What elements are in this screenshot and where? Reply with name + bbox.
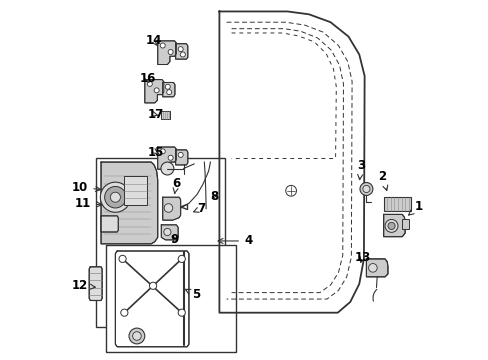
Polygon shape <box>366 259 387 277</box>
Circle shape <box>163 228 171 235</box>
Circle shape <box>178 255 185 262</box>
Text: 13: 13 <box>354 251 370 264</box>
Circle shape <box>168 49 173 54</box>
Bar <box>123 176 147 205</box>
Circle shape <box>129 328 144 344</box>
Text: 4: 4 <box>218 234 252 247</box>
Circle shape <box>100 182 130 212</box>
Polygon shape <box>144 80 163 103</box>
Text: 6: 6 <box>172 177 180 193</box>
Circle shape <box>160 149 165 154</box>
Circle shape <box>104 186 126 208</box>
Text: 8: 8 <box>209 190 218 203</box>
Polygon shape <box>115 251 188 347</box>
Polygon shape <box>383 215 405 237</box>
Circle shape <box>362 185 369 193</box>
Circle shape <box>178 46 183 51</box>
Text: 11: 11 <box>75 197 102 210</box>
Bar <box>96 158 224 327</box>
Polygon shape <box>163 197 180 220</box>
Text: 12: 12 <box>72 279 95 292</box>
Circle shape <box>164 204 172 212</box>
Bar <box>383 197 410 211</box>
Polygon shape <box>163 82 175 97</box>
Text: 2: 2 <box>378 170 387 190</box>
Circle shape <box>147 81 152 86</box>
Polygon shape <box>158 41 176 64</box>
Text: 3: 3 <box>356 159 365 180</box>
Circle shape <box>160 43 165 48</box>
Polygon shape <box>101 162 158 244</box>
Circle shape <box>180 52 185 57</box>
Text: 17: 17 <box>147 108 163 121</box>
Circle shape <box>154 88 159 93</box>
Bar <box>106 244 235 352</box>
Text: 9: 9 <box>170 233 178 246</box>
Circle shape <box>387 222 394 229</box>
Circle shape <box>110 192 120 202</box>
Polygon shape <box>175 44 187 59</box>
Polygon shape <box>175 150 187 165</box>
Bar <box>161 111 170 119</box>
Circle shape <box>168 155 173 160</box>
Text: 15: 15 <box>147 145 163 158</box>
Bar <box>402 219 408 229</box>
Circle shape <box>132 332 141 340</box>
Polygon shape <box>101 216 118 232</box>
Circle shape <box>166 90 171 95</box>
Circle shape <box>368 264 376 272</box>
Circle shape <box>359 183 372 195</box>
Circle shape <box>165 84 170 89</box>
Text: 16: 16 <box>139 72 156 85</box>
Circle shape <box>119 255 126 262</box>
Polygon shape <box>161 225 178 240</box>
Circle shape <box>384 220 397 232</box>
Circle shape <box>178 152 183 157</box>
Circle shape <box>161 162 174 175</box>
Polygon shape <box>89 267 102 301</box>
Text: 1: 1 <box>408 201 422 215</box>
Polygon shape <box>158 147 176 169</box>
Text: 14: 14 <box>145 33 162 47</box>
Circle shape <box>121 309 128 316</box>
Text: 10: 10 <box>72 181 101 194</box>
Text: 7: 7 <box>193 202 205 215</box>
Circle shape <box>149 282 156 289</box>
Circle shape <box>178 309 185 316</box>
Text: 5: 5 <box>185 288 200 301</box>
